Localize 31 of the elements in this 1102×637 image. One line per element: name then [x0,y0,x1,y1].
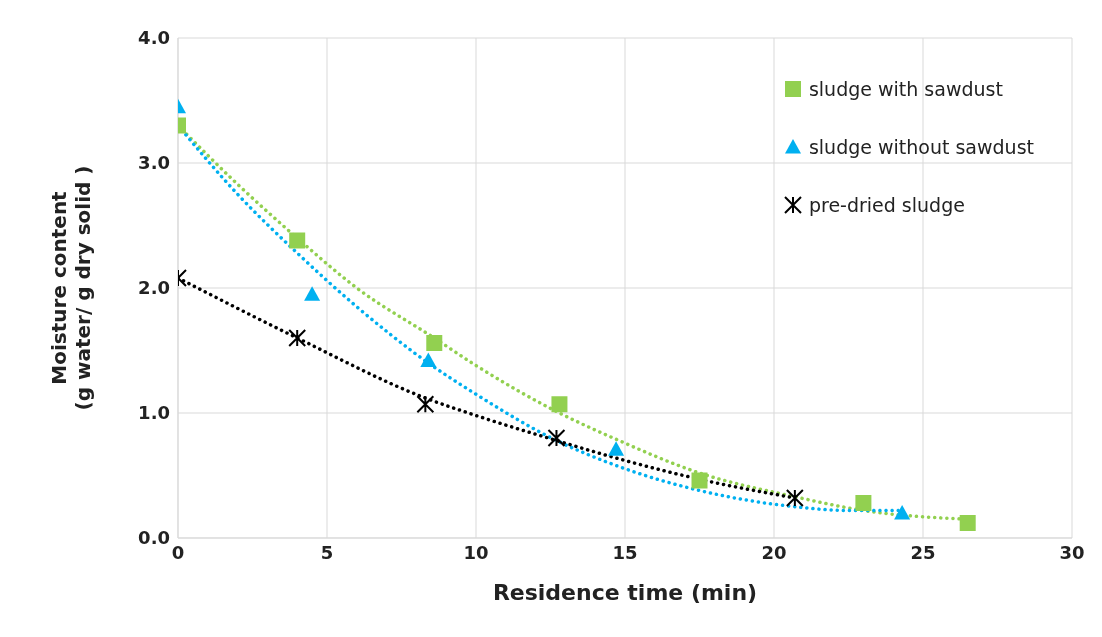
point [420,352,437,367]
x-tick-label: 30 [1059,541,1085,563]
point [547,429,566,447]
y-tick-label: 2.0 [138,277,170,299]
point [304,286,321,301]
point [785,489,804,507]
y-axis-title: Moisture content (g water/ g dry solid ) [47,165,95,411]
x-tick-label: 5 [320,541,334,563]
point [288,329,307,347]
y-tick-label: 4.0 [138,27,170,49]
x-tick-label: 15 [612,541,638,563]
point [855,495,872,511]
legend-label: sludge without sawdust [808,136,1034,158]
y-tick-label: 0.0 [138,527,170,549]
legend-label: sludge with sawdust [808,78,1003,100]
point [426,335,443,351]
x-tick-label: 10 [463,541,489,563]
x-axis-title: Residence time (min) [492,580,758,605]
y-tick-label: 1.0 [138,402,170,424]
x-tick-label: 25 [910,541,936,563]
x-tick-label: 20 [761,541,787,563]
point [608,441,625,456]
point [416,395,435,414]
legend-label: pre-dried sludge [808,194,965,216]
point [289,232,306,249]
point [691,472,708,489]
point [894,505,911,520]
point [551,396,568,413]
y-tick-label: 3.0 [138,152,170,174]
point [959,515,976,531]
x-tick-label: 0 [171,541,185,563]
